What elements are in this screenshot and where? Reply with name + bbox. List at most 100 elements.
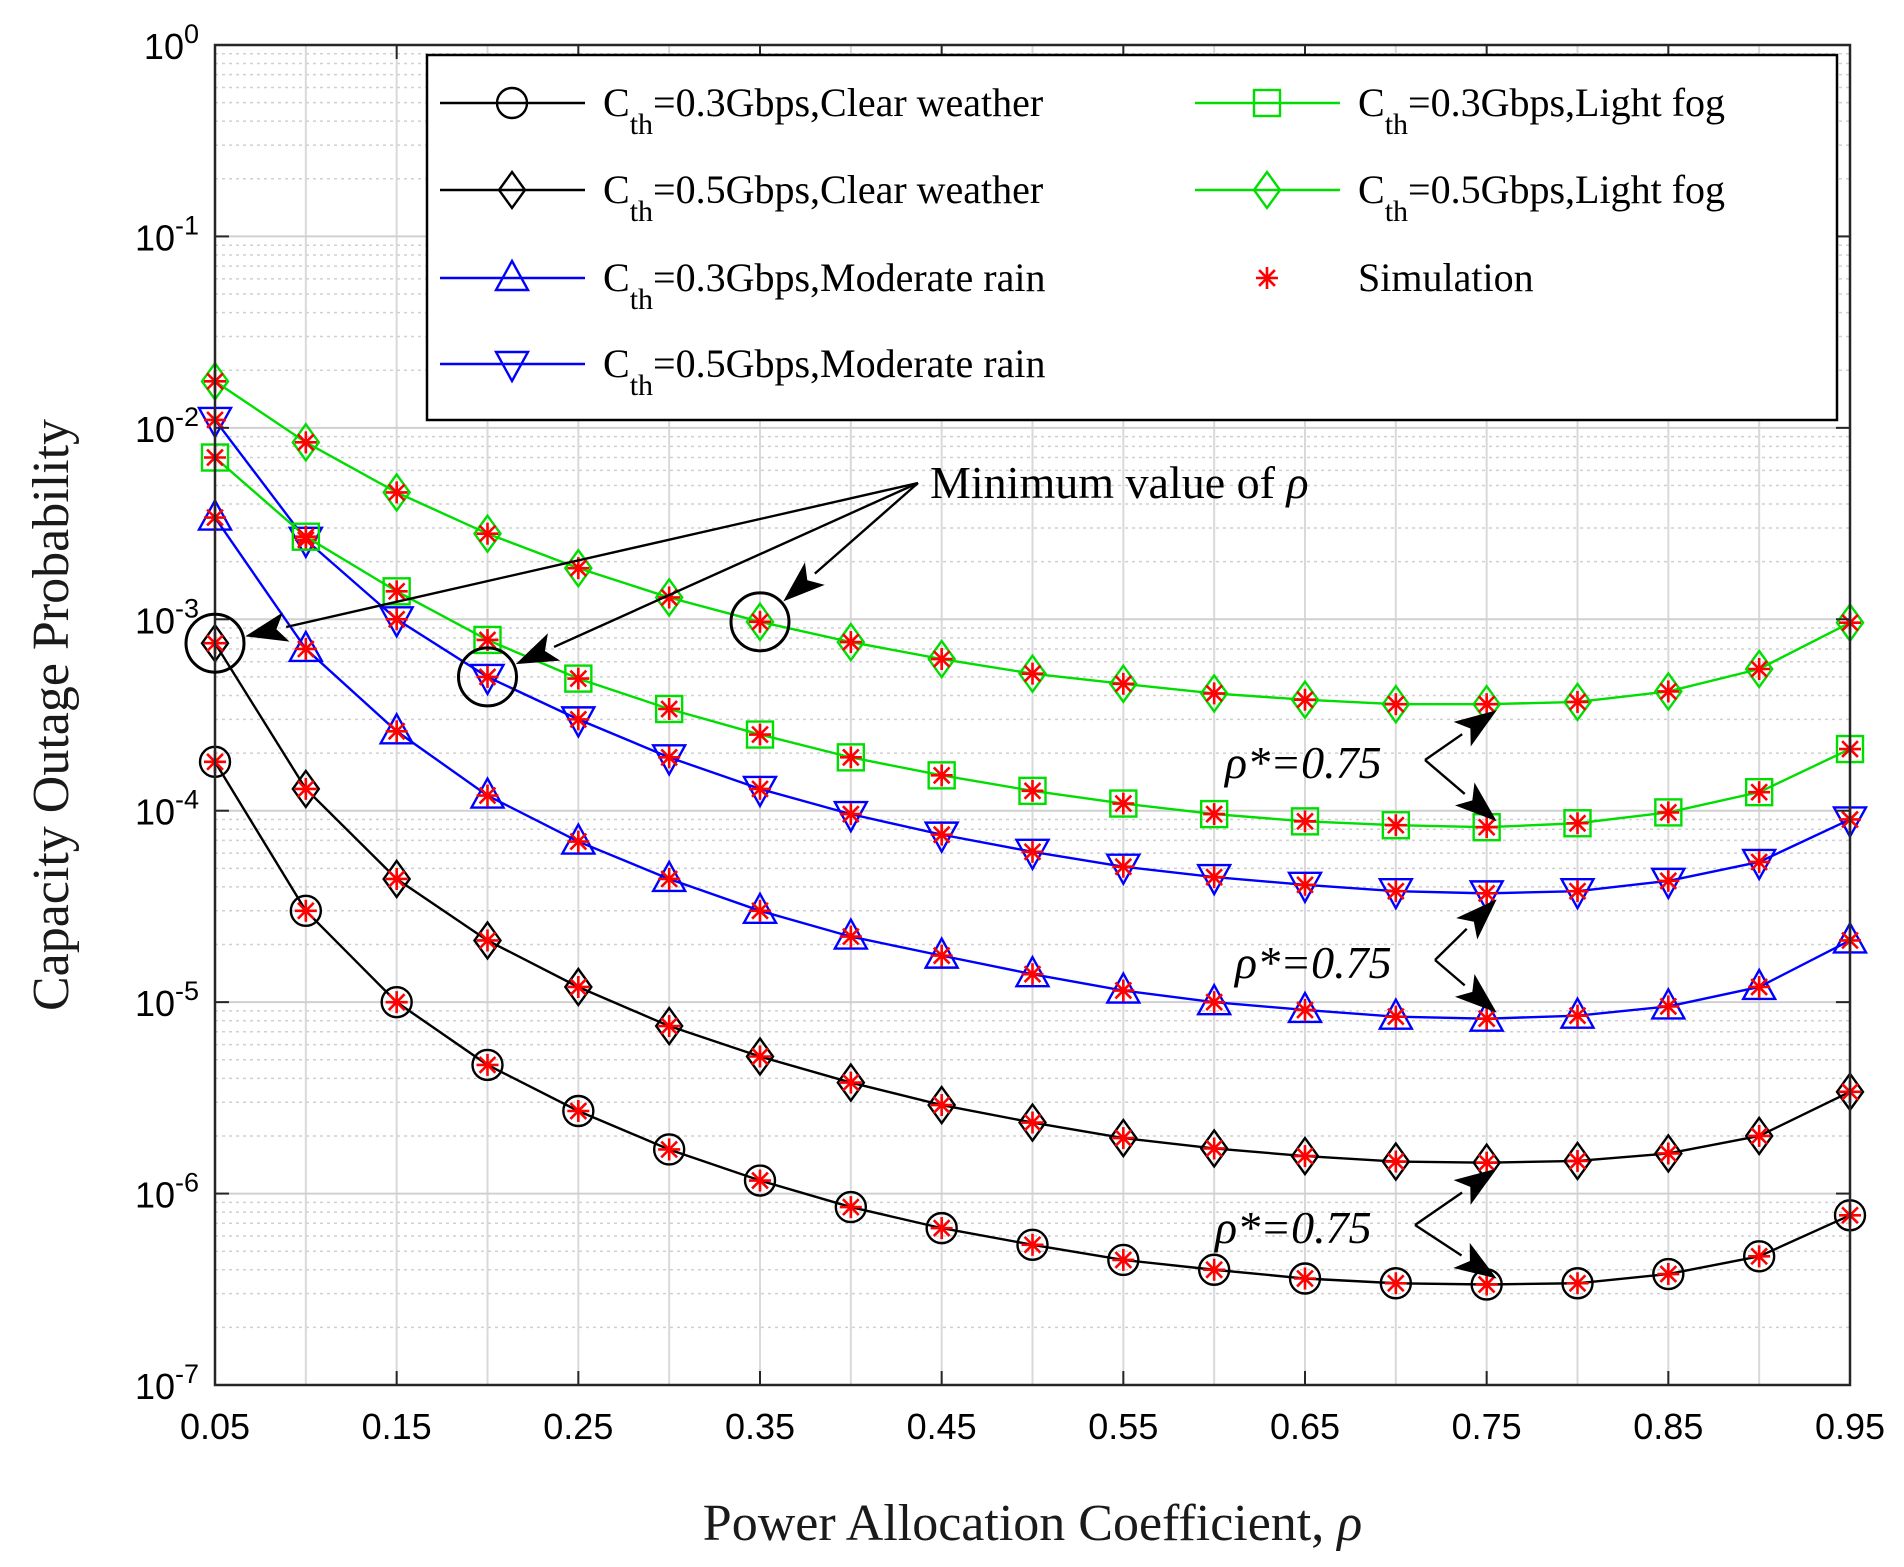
simulation-point (1657, 869, 1680, 892)
data-point (1288, 1262, 1322, 1295)
data-point (1559, 996, 1596, 1029)
data-point (562, 1094, 595, 1128)
simulation-point (1475, 1273, 1498, 1296)
data-point (745, 720, 775, 749)
data-point (1468, 999, 1505, 1032)
arrow-shaft (1414, 1191, 1463, 1226)
simulation-point (1748, 850, 1771, 873)
simulation-point (476, 665, 499, 688)
data-point (1018, 776, 1047, 806)
arrow-head (1454, 973, 1497, 1013)
arrow-head (1456, 899, 1497, 940)
x-tick-label: 0.25 (543, 1406, 613, 1447)
x-tick-label: 0.55 (1088, 1406, 1158, 1447)
data-point (1654, 798, 1683, 827)
simulation-point (839, 1196, 862, 1219)
data-point (1377, 877, 1414, 911)
legend-entry: Cth=0.5Gbps,Light fog (1195, 167, 1725, 228)
simulation-point (1294, 998, 1316, 1021)
data-point (923, 821, 960, 855)
arrow-shaft (553, 481, 919, 649)
simulation-point (567, 830, 590, 853)
data-point (923, 936, 960, 969)
simulation-point (1657, 1142, 1680, 1165)
minimum-arrow (783, 482, 919, 602)
simulation-point (1566, 690, 1589, 713)
legend-box (425, 53, 1839, 422)
x-axis-label: Power Allocation Coefficient, ρ (703, 1495, 1362, 1552)
simulation-point (1748, 781, 1771, 804)
simulation-point (1748, 657, 1771, 680)
simulation-point (1566, 1004, 1589, 1027)
legend-marker (495, 86, 529, 120)
data-point (1014, 838, 1051, 872)
simulation-point (294, 899, 317, 922)
data-point (1196, 863, 1233, 897)
data-point (654, 1006, 684, 1047)
simulation-point (749, 777, 771, 800)
data-point (1652, 1257, 1685, 1291)
legend-entry: Cth=0.3Gbps,Moderate rain (440, 255, 1046, 316)
optimum-arrow-lower (1414, 1223, 1497, 1279)
arrow-shaft (1424, 733, 1463, 761)
arrow-shaft (814, 482, 919, 575)
data-point (1742, 1240, 1776, 1273)
simulation-point (1384, 1150, 1407, 1173)
legend-label: Cth=0.3Gbps,Clear weather (603, 80, 1043, 141)
simulation-point (1294, 688, 1316, 711)
simulation-point (385, 481, 408, 504)
optimum-arrow-lower (1434, 959, 1497, 1013)
simulation-point (1566, 880, 1589, 903)
simulation-point (1566, 1149, 1589, 1172)
arrow-head (515, 633, 561, 665)
simulation-point (1475, 1007, 1498, 1030)
data-point (1199, 799, 1229, 829)
simulation-point (749, 1045, 771, 1068)
arrow-shaft (1434, 927, 1468, 961)
legend-marker (1252, 169, 1282, 211)
data-point (1744, 1115, 1774, 1156)
x-tick-label: 0.05 (180, 1406, 250, 1447)
data-point (741, 775, 779, 809)
data-point (1563, 1140, 1592, 1182)
data-point (382, 472, 412, 513)
x-tick-label: 0.15 (362, 1406, 432, 1447)
simulation-point (749, 723, 771, 746)
simulation-point (1384, 814, 1407, 837)
data-point (1377, 997, 1414, 1030)
data-point (1109, 789, 1138, 818)
plot-frame (213, 43, 1852, 1387)
simulation-point (1384, 693, 1407, 716)
data-point (473, 920, 502, 961)
data-point (473, 625, 502, 655)
simulation-point (1203, 1137, 1226, 1160)
simulation-point (1112, 855, 1135, 878)
arrow-head (783, 562, 825, 602)
legend-entry: Cth=0.5Gbps,Moderate rain (440, 341, 1046, 402)
data-point (1018, 1102, 1047, 1143)
data-point (560, 822, 597, 855)
data-point (745, 601, 775, 642)
data-point (1286, 871, 1324, 905)
data-point (1744, 777, 1774, 807)
data-point (1653, 1133, 1683, 1174)
legend-marker (497, 169, 527, 211)
simulation-point (294, 637, 317, 660)
simulation-point (930, 823, 953, 846)
minimum-arrow (245, 481, 919, 642)
annotations: Minimum value of ρ ρ*=0.75 ρ*=0.75 ρ*=0.75 (184, 457, 1497, 1279)
x-tick-label: 0.65 (1270, 1406, 1340, 1447)
data-point (289, 894, 323, 928)
y-tick-label: 10-2 (135, 402, 199, 450)
arrow-shaft (1424, 759, 1466, 795)
simulation-point (658, 697, 681, 720)
data-point (563, 966, 593, 1008)
simulation-point (476, 784, 499, 807)
simulation-point (1566, 1272, 1589, 1295)
series-1 (198, 745, 1867, 1301)
simulation-point (567, 667, 590, 690)
data-point (927, 761, 956, 790)
arrow-shaft (285, 481, 919, 629)
y-tick-label: 10-6 (135, 1168, 199, 1216)
